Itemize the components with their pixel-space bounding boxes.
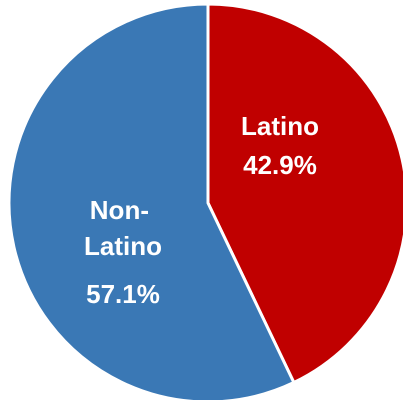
pie-slices — [7, 2, 403, 400]
slice-label-non-latino-line1: Non- — [90, 195, 149, 225]
slice-label-non-latino: Non- Latino — [84, 195, 162, 261]
slice-value-non-latino: 57.1% — [86, 279, 160, 309]
pie-slice-non-latino — [7, 2, 296, 400]
pie-slice-latino — [206, 2, 403, 385]
slice-label-non-latino-line2: Latino — [84, 231, 162, 261]
slice-label-latino: Latino — [241, 111, 319, 141]
slice-value-latino: 42.9% — [243, 150, 317, 180]
